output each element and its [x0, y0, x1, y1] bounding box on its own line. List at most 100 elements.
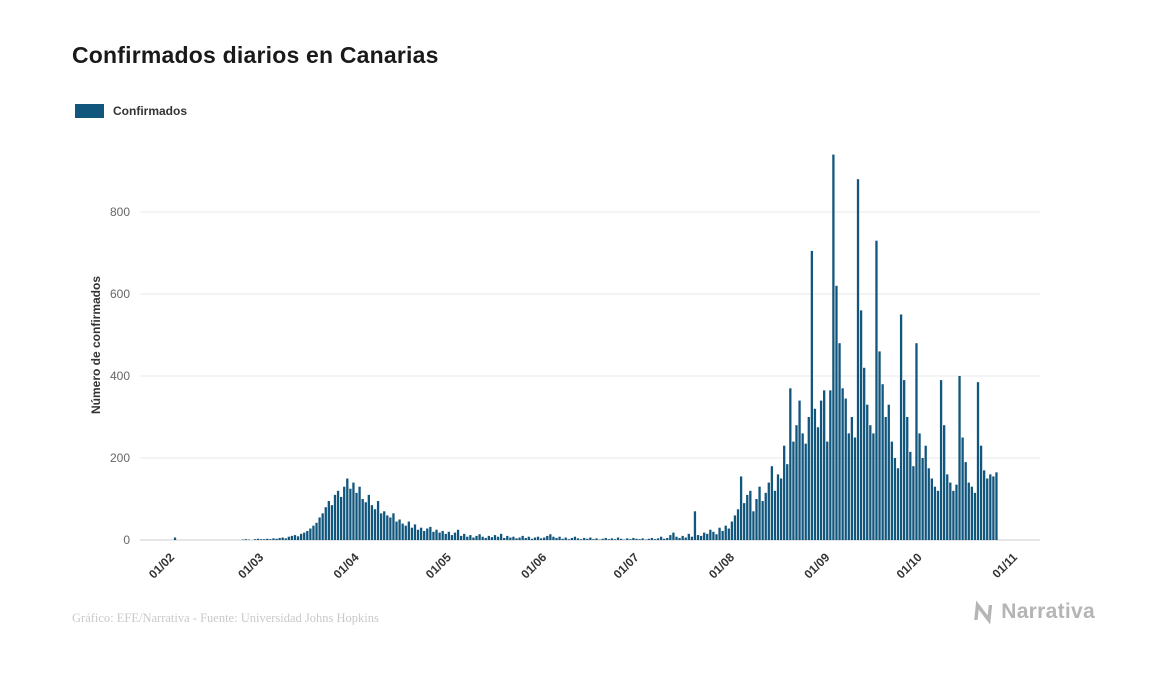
bar[interactable]: [844, 398, 847, 540]
bar[interactable]: [336, 490, 340, 540]
bar[interactable]: [970, 486, 973, 540]
bar[interactable]: [764, 492, 767, 540]
bar[interactable]: [816, 427, 820, 540]
bar[interactable]: [459, 535, 463, 540]
bar[interactable]: [589, 537, 592, 540]
bar[interactable]: [253, 539, 257, 540]
bar[interactable]: [466, 536, 469, 540]
bar[interactable]: [509, 537, 512, 540]
bar[interactable]: [712, 531, 715, 540]
bar[interactable]: [721, 530, 724, 540]
bar[interactable]: [355, 492, 358, 540]
bar[interactable]: [543, 537, 546, 540]
bar[interactable]: [952, 490, 955, 540]
bar[interactable]: [853, 437, 857, 541]
bar[interactable]: [364, 502, 367, 540]
bar[interactable]: [875, 240, 878, 540]
bar[interactable]: [281, 537, 284, 540]
bar[interactable]: [789, 388, 792, 540]
bar[interactable]: [564, 537, 567, 540]
bar[interactable]: [536, 536, 540, 540]
bar[interactable]: [407, 521, 410, 540]
bar[interactable]: [967, 482, 970, 540]
bar[interactable]: [918, 433, 921, 540]
bar[interactable]: [856, 179, 860, 540]
bar[interactable]: [921, 458, 924, 540]
bar[interactable]: [539, 538, 543, 540]
bar[interactable]: [524, 537, 527, 540]
bar[interactable]: [583, 537, 586, 540]
bar[interactable]: [693, 511, 697, 540]
bar[interactable]: [746, 494, 749, 540]
bar[interactable]: [386, 515, 389, 540]
bar[interactable]: [899, 314, 903, 541]
bar[interactable]: [810, 250, 814, 540]
bar[interactable]: [266, 538, 269, 540]
bar[interactable]: [776, 474, 780, 540]
bar[interactable]: [610, 538, 614, 540]
bar[interactable]: [352, 482, 355, 540]
bar[interactable]: [395, 521, 398, 540]
bar[interactable]: [749, 490, 752, 540]
bar[interactable]: [404, 525, 407, 540]
bar[interactable]: [601, 538, 604, 540]
bar[interactable]: [647, 538, 650, 540]
bar[interactable]: [887, 404, 890, 540]
bar[interactable]: [912, 466, 915, 540]
bar[interactable]: [269, 539, 272, 540]
bar[interactable]: [936, 490, 940, 540]
bar[interactable]: [832, 154, 835, 540]
bar[interactable]: [413, 524, 417, 540]
bar[interactable]: [613, 539, 617, 540]
bar[interactable]: [786, 464, 789, 540]
bar[interactable]: [635, 538, 638, 540]
bar[interactable]: [533, 537, 537, 540]
bar[interactable]: [333, 494, 337, 540]
bar[interactable]: [315, 522, 318, 540]
bar[interactable]: [949, 482, 952, 540]
bar[interactable]: [260, 539, 263, 540]
bar[interactable]: [758, 486, 761, 540]
bar[interactable]: [346, 478, 349, 541]
bar[interactable]: [819, 400, 823, 540]
bar[interactable]: [607, 539, 610, 540]
bar[interactable]: [309, 528, 312, 540]
bar[interactable]: [976, 382, 980, 540]
bar[interactable]: [416, 529, 420, 540]
bar[interactable]: [958, 376, 961, 540]
bar[interactable]: [699, 535, 703, 540]
bar[interactable]: [432, 531, 435, 540]
bar[interactable]: [429, 526, 432, 540]
bar[interactable]: [478, 534, 481, 540]
bar[interactable]: [173, 537, 177, 540]
bar[interactable]: [906, 417, 909, 540]
bar[interactable]: [244, 539, 247, 540]
bar[interactable]: [410, 527, 414, 540]
bar[interactable]: [773, 490, 777, 540]
bar[interactable]: [783, 445, 786, 540]
bar[interactable]: [696, 535, 700, 540]
bar[interactable]: [595, 538, 598, 540]
bar[interactable]: [718, 527, 721, 540]
bar[interactable]: [835, 285, 838, 540]
bar[interactable]: [275, 538, 278, 540]
bar[interactable]: [703, 532, 706, 540]
bar[interactable]: [512, 536, 515, 540]
legend-item-confirmados[interactable]: Confirmados: [75, 104, 187, 118]
bar[interactable]: [503, 537, 506, 540]
bar[interactable]: [272, 538, 275, 540]
bar[interactable]: [687, 533, 690, 540]
bar[interactable]: [484, 537, 487, 540]
bar[interactable]: [961, 437, 964, 541]
bar[interactable]: [641, 538, 644, 540]
bar[interactable]: [675, 536, 678, 540]
bar[interactable]: [469, 535, 472, 540]
bar[interactable]: [312, 525, 315, 540]
bar[interactable]: [530, 538, 534, 540]
bar[interactable]: [669, 535, 672, 540]
bar[interactable]: [878, 351, 881, 540]
bar[interactable]: [730, 521, 734, 540]
bar[interactable]: [638, 539, 641, 540]
bar[interactable]: [370, 505, 374, 540]
